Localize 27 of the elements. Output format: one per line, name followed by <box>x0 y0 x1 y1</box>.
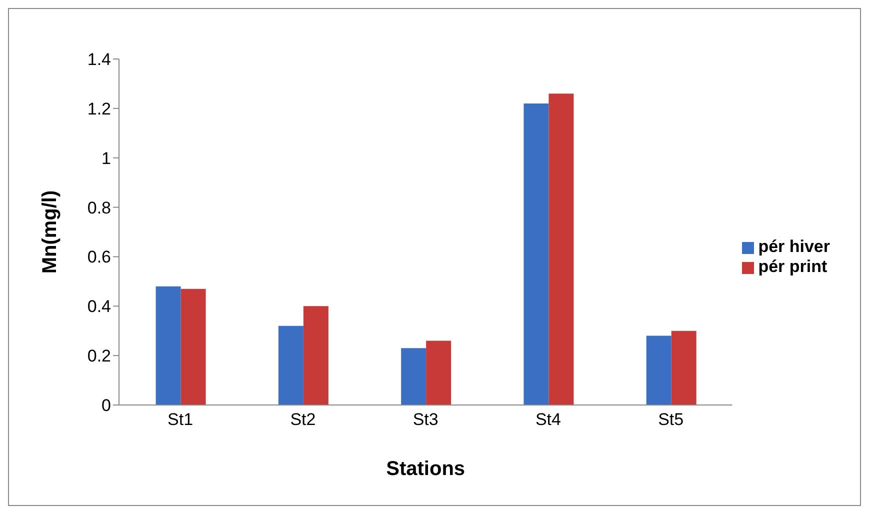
bar <box>303 306 328 405</box>
y-tick-label: 0.4 <box>87 297 111 316</box>
x-axis-title: Stations <box>386 458 466 480</box>
x-tick-label: St3 <box>412 410 438 430</box>
legend-label: pér print <box>758 257 828 276</box>
bar <box>401 348 426 405</box>
legend-label: pér hiver <box>758 237 830 256</box>
y-tick-label: 0.6 <box>87 248 111 267</box>
bar <box>180 288 206 405</box>
bar <box>156 286 181 405</box>
x-tick-label: St2 <box>290 410 316 430</box>
bar <box>278 326 304 405</box>
x-tick-label: St5 <box>658 410 684 430</box>
x-tick-label: St4 <box>535 410 561 430</box>
bar <box>646 336 672 405</box>
bar <box>524 103 549 405</box>
y-axis-title: Mn(mg/l) <box>39 190 62 274</box>
x-tick-label: St1 <box>168 410 194 430</box>
bar <box>426 340 452 405</box>
bar <box>548 94 574 405</box>
y-tick-label: 1.4 <box>87 50 111 70</box>
y-tick-label: 0 <box>102 396 111 416</box>
y-tick-label: 1 <box>102 148 111 168</box>
y-tick-label: 0.8 <box>87 198 111 218</box>
y-tick-label: 1.2 <box>87 99 111 118</box>
bar <box>671 330 696 405</box>
y-tick-label: 0.2 <box>87 346 111 366</box>
